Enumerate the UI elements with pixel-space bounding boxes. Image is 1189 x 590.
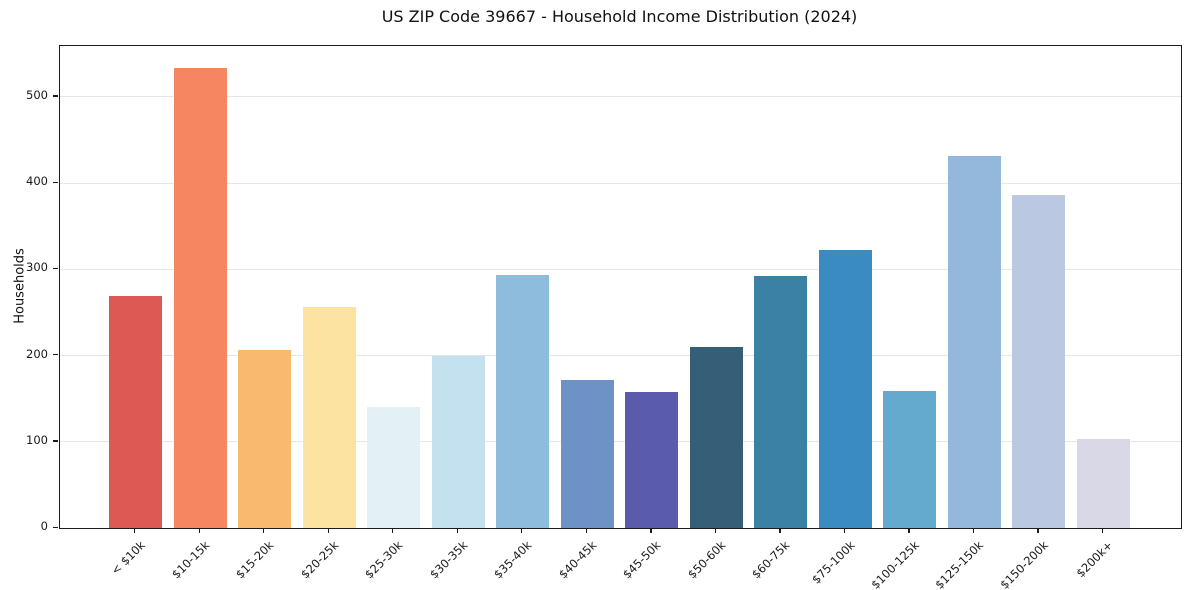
x-tick-label-8: $45-50k bbox=[620, 538, 664, 582]
gridline-500 bbox=[60, 96, 1181, 98]
y-tick-label-400: 400 bbox=[26, 174, 48, 189]
x-tick-mark-10 bbox=[779, 528, 781, 534]
x-tick-label-13: $125-150k bbox=[932, 538, 987, 590]
y-tick-label-300: 300 bbox=[26, 260, 48, 275]
bar-25-30k bbox=[367, 407, 421, 528]
bar-10-15k bbox=[173, 68, 227, 528]
y-tick-label-200: 200 bbox=[26, 346, 48, 361]
x-tick-mark-6 bbox=[521, 528, 523, 534]
chart-title: US ZIP Code 39667 - Household Income Dis… bbox=[381, 7, 858, 26]
bar-150-200k bbox=[1012, 195, 1066, 528]
x-tick-label-0: < $10k bbox=[107, 538, 148, 578]
bar-75-100k bbox=[818, 250, 872, 528]
y-tick-mark-400 bbox=[53, 181, 58, 183]
x-tick-label-10: $60-75k bbox=[749, 538, 793, 582]
x-tick-mark-2 bbox=[263, 528, 265, 534]
x-tick-label-15: $200k+ bbox=[1073, 538, 1116, 581]
y-tick-mark-100 bbox=[53, 440, 58, 442]
x-tick-mark-3 bbox=[327, 528, 329, 534]
y-tick-label-100: 100 bbox=[26, 432, 48, 447]
x-tick-label-14: $150-200k bbox=[997, 538, 1051, 590]
x-tick-label-2: $15-20k bbox=[233, 538, 277, 582]
y-tick-mark-200 bbox=[53, 354, 58, 356]
x-tick-mark-13 bbox=[972, 528, 975, 534]
x-tick-mark-11 bbox=[843, 528, 846, 534]
bar-20-25k bbox=[302, 307, 356, 528]
x-tick-label-7: $40-45k bbox=[555, 538, 600, 582]
bar-100-125k bbox=[883, 390, 937, 528]
y-tick-mark-500 bbox=[53, 95, 58, 97]
x-tick-mark-15 bbox=[1101, 528, 1104, 534]
y-tick-mark-0 bbox=[53, 526, 58, 528]
x-tick-mark-9 bbox=[714, 528, 717, 534]
x-tick-label-6: $35-40k bbox=[491, 538, 535, 582]
bar-125-150k bbox=[947, 155, 1001, 528]
gridline-400 bbox=[60, 182, 1181, 184]
bar-30-35k bbox=[431, 356, 485, 528]
x-tick-mark-12 bbox=[908, 528, 910, 534]
bar-60-75k bbox=[754, 276, 808, 528]
x-tick-mark-4 bbox=[392, 528, 394, 534]
bar-200k bbox=[1076, 439, 1130, 528]
bar-50-60k bbox=[689, 346, 743, 528]
x-tick-label-1: $10-15k bbox=[168, 538, 212, 582]
x-tick-mark-0 bbox=[134, 528, 136, 534]
y-tick-label-500: 500 bbox=[26, 87, 48, 102]
bar-15-20k bbox=[238, 349, 292, 528]
x-tick-mark-5 bbox=[456, 528, 458, 534]
x-tick-mark-8 bbox=[650, 528, 652, 534]
x-tick-label-11: $75-100k bbox=[808, 538, 858, 587]
x-tick-label-12: $100-125k bbox=[868, 538, 922, 590]
plot-area bbox=[59, 45, 1182, 529]
x-tick-label-5: $30-35k bbox=[426, 538, 471, 582]
bar-40-45k bbox=[560, 379, 614, 528]
x-tick-label-3: $20-25k bbox=[297, 538, 341, 582]
gridline-300 bbox=[60, 268, 1181, 270]
x-tick-label-9: $50-60k bbox=[684, 538, 729, 582]
x-tick-mark-7 bbox=[585, 528, 587, 534]
x-tick-label-4: $25-30k bbox=[362, 538, 406, 582]
x-tick-mark-1 bbox=[198, 528, 200, 534]
y-tick-mark-300 bbox=[53, 267, 58, 270]
gridline-100 bbox=[60, 441, 1181, 443]
bar-45-50k bbox=[625, 391, 679, 528]
bar-35-40k bbox=[496, 274, 550, 528]
bar-10k bbox=[109, 296, 162, 528]
y-tick-label-0: 0 bbox=[40, 519, 48, 533]
gridline-200 bbox=[60, 355, 1181, 357]
x-tick-mark-14 bbox=[1037, 528, 1039, 534]
